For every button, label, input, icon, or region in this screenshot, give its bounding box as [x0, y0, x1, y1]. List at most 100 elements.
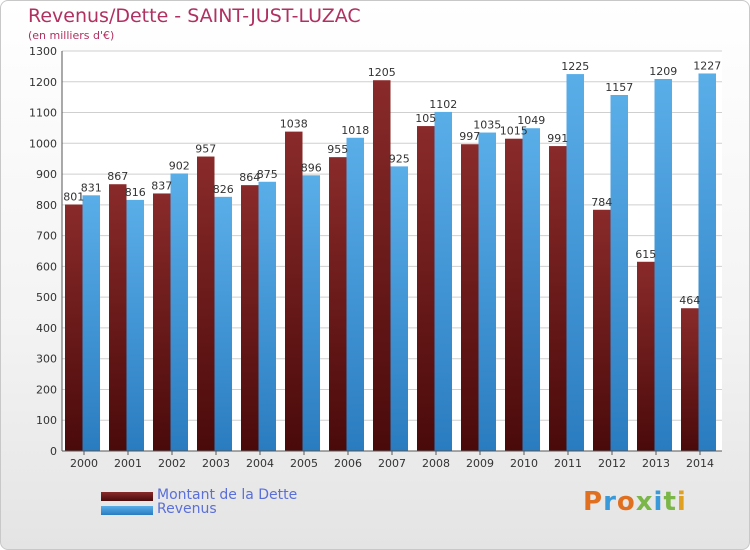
data-label-revenus: 1018 — [341, 124, 369, 137]
data-label-revenus: 816 — [125, 186, 146, 199]
y-tick-label: 300 — [36, 353, 57, 366]
bar-dette-2012 — [593, 209, 611, 451]
bar-revenus-2011 — [566, 74, 584, 452]
data-label-revenus: 925 — [389, 152, 410, 165]
y-tick-label: 0 — [50, 445, 57, 458]
proxiti-logo: Proxiti — [583, 487, 687, 517]
data-label-revenus: 1227 — [693, 59, 721, 72]
legend-label-dette: Montant de la Dette — [157, 487, 298, 503]
x-tick-label: 2011 — [554, 457, 582, 470]
data-label-dette: 997 — [459, 130, 480, 143]
bar-revenus-2014 — [698, 73, 716, 451]
bars-layer — [65, 73, 716, 452]
y-tick-label: 1200 — [29, 76, 57, 89]
bar-revenus-2009 — [478, 132, 496, 452]
chart-title: Revenus/Dette - SAINT-JUST-LUZAC — [28, 5, 361, 27]
data-label-revenus: 1157 — [605, 81, 633, 94]
bar-dette-2008 — [417, 126, 435, 452]
data-label-revenus: 1209 — [649, 65, 677, 78]
y-tick-label: 100 — [36, 414, 57, 427]
data-label-dette: 955 — [327, 143, 348, 156]
x-tick-label: 2006 — [334, 457, 362, 470]
x-tick-label: 2003 — [202, 457, 230, 470]
bar-revenus-2012 — [610, 95, 628, 451]
y-tick-label: 900 — [36, 168, 57, 181]
y-tick-label: 200 — [36, 383, 57, 396]
legend-label-revenus: Revenus — [157, 501, 217, 517]
x-tick-label: 2013 — [642, 457, 670, 470]
bar-dette-2006 — [329, 157, 347, 451]
bar-dette-2005 — [285, 131, 303, 451]
bar-dette-2011 — [549, 146, 567, 452]
bar-dette-2014 — [681, 308, 699, 451]
bar-revenus-2007 — [390, 166, 408, 451]
data-label-dette: 801 — [63, 191, 84, 204]
y-tick-label: 400 — [36, 322, 57, 335]
data-label-dette: 867 — [107, 170, 128, 183]
data-label-revenus: 902 — [169, 159, 190, 172]
data-label-dette: 991 — [547, 132, 568, 145]
x-tick-label: 2002 — [158, 457, 186, 470]
bar-dette-2010 — [505, 138, 523, 451]
bar-revenus-2006 — [346, 137, 364, 451]
bar-revenus-2010 — [522, 128, 540, 451]
data-label-dette: 615 — [635, 248, 656, 261]
data-label-dette: 105 — [415, 112, 436, 125]
bar-dette-2004 — [241, 185, 259, 451]
data-label-revenus: 896 — [301, 161, 322, 174]
x-tick-label: 2001 — [114, 457, 142, 470]
data-label-revenus: 831 — [81, 181, 102, 194]
axis-layer: 0 100 200 300 400 500 600 700 800 900 1000 1100 1200… — [29, 45, 722, 470]
x-tick-label: 2000 — [70, 457, 98, 470]
data-label-revenus: 875 — [257, 168, 278, 181]
x-tick-label: 2008 — [422, 457, 450, 470]
data-label-revenus: 1225 — [561, 60, 589, 73]
data-label-dette: 464 — [679, 294, 700, 307]
x-tick-label: 2012 — [598, 457, 626, 470]
bar-dette-2009 — [461, 144, 479, 451]
x-tick-label: 2009 — [466, 457, 494, 470]
bar-revenus-2013 — [654, 79, 672, 451]
data-label-dette: 1038 — [280, 118, 308, 131]
bar-revenus-2004 — [258, 181, 276, 451]
y-tick-label: 700 — [36, 230, 57, 243]
bar-revenus-2008 — [434, 111, 452, 451]
bar-revenus-2005 — [302, 175, 320, 452]
y-tick-label: 1000 — [29, 137, 57, 150]
x-tick-label: 2005 — [290, 457, 318, 470]
bar-revenus-2000 — [82, 195, 100, 451]
y-tick-label: 1100 — [29, 107, 57, 120]
data-label-revenus: 1049 — [517, 114, 545, 127]
data-label-dette: 864 — [239, 171, 260, 184]
bar-revenus-2003 — [214, 196, 232, 451]
data-label-revenus: 1102 — [429, 98, 457, 111]
data-label-revenus: 1035 — [473, 119, 501, 132]
data-label-revenus: 826 — [213, 183, 234, 196]
bar-dette-2003 — [197, 156, 215, 452]
data-label-dette: 837 — [151, 179, 172, 192]
data-label-dette: 957 — [195, 143, 216, 156]
bar-revenus-2002 — [170, 173, 188, 451]
y-tick-label: 800 — [36, 199, 57, 212]
x-tick-label: 2010 — [510, 457, 538, 470]
bar-dette-2013 — [637, 261, 655, 451]
data-label-dette: 1015 — [500, 125, 528, 138]
data-label-dette: 1205 — [368, 66, 396, 79]
chart-subtitle: (en milliers d'€) — [28, 29, 115, 42]
data-label-dette: 784 — [591, 196, 612, 209]
y-tick-label: 600 — [36, 260, 57, 273]
x-tick-label: 2004 — [246, 457, 274, 470]
bar-dette-2000 — [65, 204, 83, 451]
x-tick-label: 2007 — [378, 457, 406, 470]
legend-swatch-dette — [101, 492, 153, 501]
x-tick-label: 2014 — [686, 457, 714, 470]
bar-dette-2002 — [153, 193, 171, 451]
bar-dette-2001 — [109, 184, 127, 451]
legend-swatch-revenus — [101, 506, 153, 515]
y-tick-label: 500 — [36, 291, 57, 304]
y-tick-label: 1300 — [29, 45, 57, 58]
bar-revenus-2001 — [126, 199, 144, 451]
